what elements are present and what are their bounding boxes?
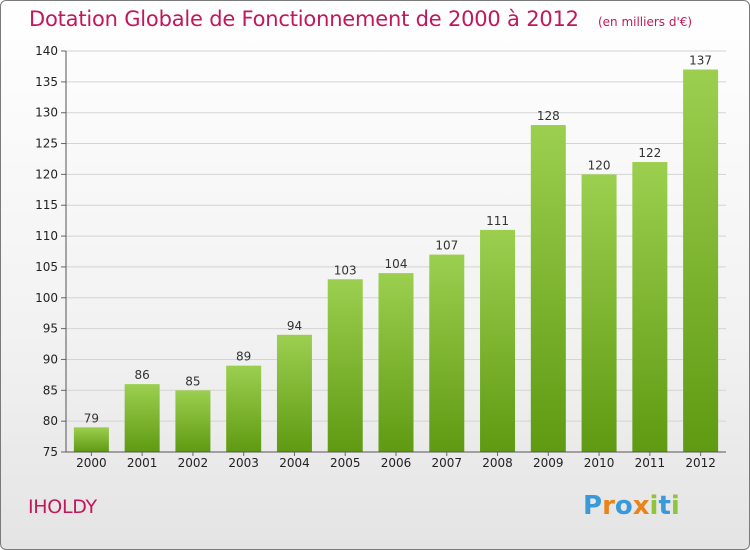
y-tick-label: 75 bbox=[43, 445, 58, 459]
bar-2004 bbox=[276, 334, 312, 452]
logo-letter: x bbox=[632, 491, 650, 521]
y-tick-label: 85 bbox=[43, 383, 58, 397]
bar-value-label: 104 bbox=[385, 257, 408, 271]
x-tick-label: 2006 bbox=[381, 456, 412, 470]
y-tick-label: 90 bbox=[43, 352, 58, 366]
bar-2000 bbox=[73, 427, 109, 452]
bar-2006 bbox=[378, 273, 414, 452]
y-tick-label: 135 bbox=[35, 75, 58, 89]
commune-name: IHOLDY bbox=[28, 496, 97, 518]
y-tick-label: 80 bbox=[43, 414, 58, 428]
title-row: Dotation Globale de Fonctionnement de 20… bbox=[29, 7, 692, 31]
y-tick-label: 125 bbox=[35, 137, 58, 151]
bar-value-label: 94 bbox=[287, 319, 302, 333]
bar-2003 bbox=[226, 365, 262, 452]
bar-2009 bbox=[530, 125, 566, 453]
bar-value-label: 89 bbox=[236, 350, 251, 364]
y-tick-label: 140 bbox=[35, 44, 58, 58]
y-tick-label: 110 bbox=[35, 229, 58, 243]
x-tick-label: 2005 bbox=[330, 456, 361, 470]
x-tick-label: 2003 bbox=[228, 456, 259, 470]
bar-2008 bbox=[480, 229, 516, 452]
bar-value-label: 107 bbox=[435, 239, 458, 253]
bar-2002 bbox=[175, 390, 211, 452]
y-tick-label: 120 bbox=[35, 167, 58, 181]
proxiti-logo: Proxiti bbox=[583, 491, 680, 521]
x-tick-label: 2009 bbox=[533, 456, 564, 470]
x-tick-label: 2001 bbox=[127, 456, 158, 470]
logo-letter: o bbox=[614, 491, 633, 521]
bar-value-label: 79 bbox=[84, 411, 99, 425]
x-tick-label: 2007 bbox=[431, 456, 462, 470]
bar-2001 bbox=[124, 384, 160, 452]
x-tick-label: 2002 bbox=[178, 456, 209, 470]
logo-letter: r bbox=[602, 491, 615, 521]
bar-value-label: 128 bbox=[537, 109, 560, 123]
x-tick-label: 2011 bbox=[635, 456, 666, 470]
bar-2012 bbox=[683, 69, 719, 452]
bar-2011 bbox=[632, 162, 668, 453]
bar-2007 bbox=[429, 254, 465, 452]
x-tick-label: 2004 bbox=[279, 456, 310, 470]
bar-value-label: 111 bbox=[486, 214, 509, 228]
bar-value-label: 120 bbox=[588, 158, 611, 172]
logo-letter: t bbox=[658, 491, 671, 521]
x-tick-label: 2008 bbox=[482, 456, 513, 470]
bar-value-label: 122 bbox=[638, 146, 661, 160]
x-tick-label: 2012 bbox=[685, 456, 716, 470]
labels: 75 80 85 90 95 100 105 110 115 120 125 130 135 140 79 2… bbox=[35, 44, 716, 470]
bars bbox=[73, 69, 719, 453]
bar-2010 bbox=[581, 174, 617, 452]
bar-value-label: 86 bbox=[135, 368, 150, 382]
axes bbox=[61, 50, 726, 456]
y-tick-label: 130 bbox=[35, 106, 58, 120]
bar-value-label: 85 bbox=[185, 374, 200, 388]
x-tick-label: 2000 bbox=[76, 456, 107, 470]
logo-letter: i bbox=[649, 491, 659, 521]
chart-subtitle: (en milliers d'€) bbox=[597, 15, 693, 29]
bar-value-label: 103 bbox=[334, 263, 357, 277]
logo-letter: P bbox=[583, 491, 603, 521]
y-tick-label: 105 bbox=[35, 260, 58, 274]
y-tick-label: 115 bbox=[35, 198, 58, 212]
bar-2005 bbox=[327, 279, 363, 452]
logo-letter: i bbox=[670, 491, 680, 521]
y-tick-label: 95 bbox=[43, 322, 58, 336]
x-tick-label: 2010 bbox=[584, 456, 615, 470]
bar-value-label: 137 bbox=[689, 54, 712, 68]
chart-title: Dotation Globale de Fonctionnement de 20… bbox=[29, 7, 579, 31]
y-tick-label: 100 bbox=[35, 291, 58, 305]
